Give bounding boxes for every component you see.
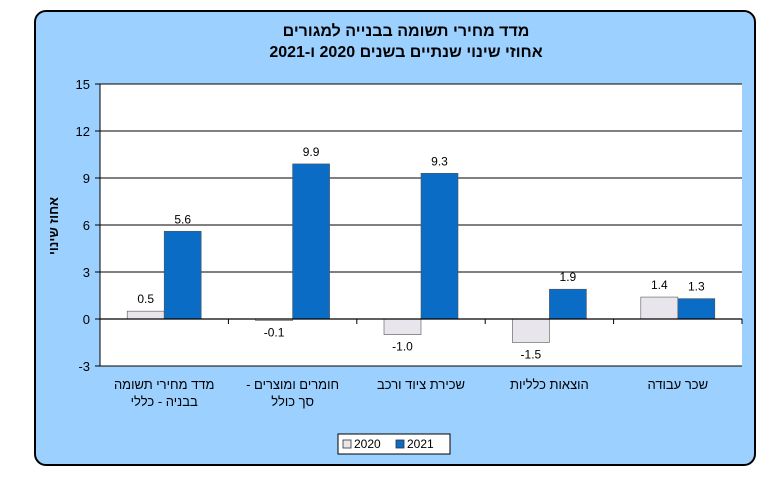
bar-2020 [126,310,165,320]
data-label-2021: 1.3 [688,280,705,294]
bars [126,163,716,343]
bar-2020 [512,318,550,343]
y-tick-label: 12 [76,124,90,139]
data-label-2020: -1.0 [392,340,413,354]
data-label-2021: 1.9 [560,270,577,284]
y-tick-label: 15 [76,77,90,92]
bar-2021 [163,230,202,320]
bar-2021 [420,173,459,320]
y-tick-label: -3 [78,359,90,374]
category-label: מדד מחירי תשומה [114,377,215,392]
category-label: סך כולל [271,394,314,409]
bar-2020 [383,318,422,335]
legend-label-2021: 2021 [407,437,434,451]
data-label-2020: -0.1 [264,326,285,340]
data-label-2021: 5.6 [174,212,191,226]
chart-title-line-2: אחוזי שינוי שנתיים בשנים 2020 ו-2021 [269,44,542,61]
bar-2021 [292,163,330,320]
category-label: שכר עבודה [647,377,708,392]
legend-label-2020: 2020 [354,437,381,451]
legend: 2020 2021 [337,433,451,455]
data-label-2021: 9.3 [431,154,448,168]
y-tick-label: 6 [83,218,90,233]
bar-2021 [677,298,716,320]
y-tick-label: 3 [83,265,90,280]
data-label-2020: 0.5 [137,292,154,306]
category-label: שכירת ציוד ורכב [377,377,465,392]
category-labels: מדד מחירי תשומה בבניה - כללי חומרים ומוצרי… [114,377,708,409]
y-tick-labels: -3 0 3 6 9 12 15 [76,77,90,374]
category-label: בבניה - כללי [131,394,198,409]
legend-swatch-2021 [395,439,405,449]
category-label: הוצאות כלליות [510,377,589,392]
legend-swatch-2020 [342,439,352,449]
data-label-2020: -1.5 [521,348,542,362]
category-label: חומרים ומוצרים - [246,377,339,392]
data-label-2021: 9.9 [303,145,320,159]
bar-2021 [549,288,587,320]
data-label-2020: 1.4 [651,278,668,292]
data-labels: 0.5 -0.1 -1.0 -1.5 1.4 5.6 9.9 9.3 1.9 1.3 [137,145,705,362]
bar-2020 [640,296,679,320]
axes [95,83,743,367]
y-axis-label: אחוז שינוי [46,197,61,255]
y-tick-label: 0 [83,312,90,327]
y-tick-label: 9 [83,171,90,186]
chart-title-line-1: מדד מחירי תשומה בבנייה למגורים [283,22,530,40]
